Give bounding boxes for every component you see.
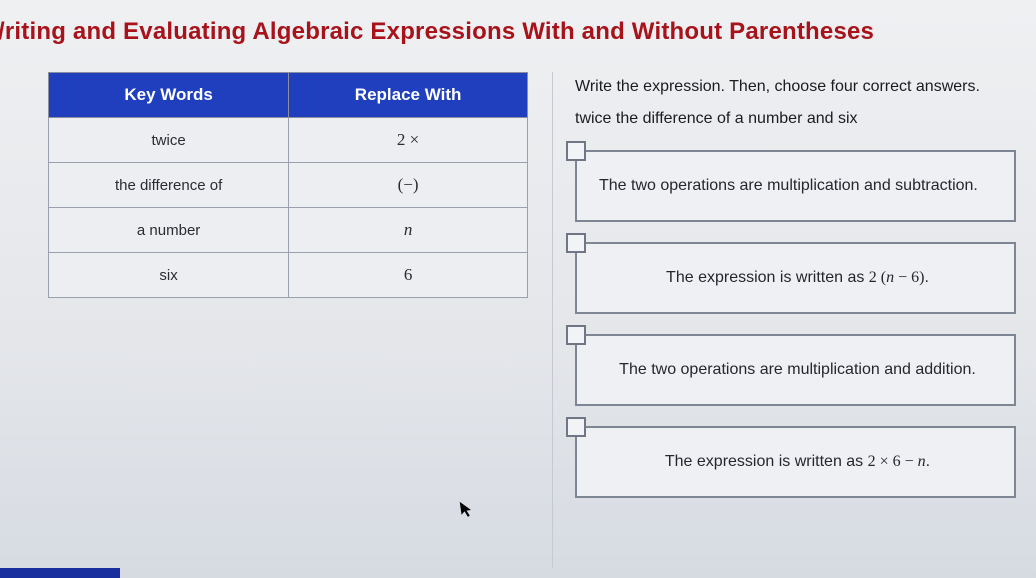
instruction-text: Write the expression. Then, choose four … [575,78,1016,96]
table-header-replace: Replace With [289,73,528,118]
answer-text: The expression is written as 2 (n − 6). [599,269,996,287]
keyword-cell: a number [49,208,289,253]
bottom-accent-bar [0,568,120,578]
keyword-cell: six [49,253,289,298]
checkbox-icon[interactable] [566,325,586,345]
replace-cell: (−) [289,163,528,208]
answer-list: The two operations are multiplication an… [575,150,1016,498]
replace-cell: 2 × [289,118,528,163]
page-title: /riting and Evaluating Algebraic Express… [0,18,874,46]
table-header-row: Key Words Replace With [49,73,528,118]
table-row: the difference of (−) [49,163,528,208]
answer-text: The two operations are multiplication an… [599,177,996,195]
answer-option[interactable]: The two operations are multiplication an… [575,150,1016,222]
answer-option[interactable]: The expression is written as 2 (n − 6). [575,242,1016,314]
answer-option[interactable]: The expression is written as 2 × 6 − n. [575,426,1016,498]
right-column: Write the expression. Then, choose four … [552,72,1016,568]
answer-option[interactable]: The two operations are multiplication an… [575,334,1016,406]
table-row: twice 2 × [49,118,528,163]
checkbox-icon[interactable] [566,141,586,161]
keywords-table: Key Words Replace With twice 2 × the dif… [48,72,528,298]
table-row: a number n [49,208,528,253]
table-row: six 6 [49,253,528,298]
keyword-cell: twice [49,118,289,163]
table-header-keywords: Key Words [49,73,289,118]
keyword-cell: the difference of [49,163,289,208]
left-column: Key Words Replace With twice 2 × the dif… [48,72,528,568]
answer-text: The two operations are multiplication an… [599,361,996,379]
checkbox-icon[interactable] [566,233,586,253]
expression-prompt: twice the difference of a number and six [575,110,1016,128]
content-area: Key Words Replace With twice 2 × the dif… [48,72,1016,568]
checkbox-icon[interactable] [566,417,586,437]
table-body: twice 2 × the difference of (−) a number… [49,118,528,298]
answer-text: The expression is written as 2 × 6 − n. [599,453,996,471]
replace-cell: 6 [289,253,528,298]
replace-cell: n [289,208,528,253]
